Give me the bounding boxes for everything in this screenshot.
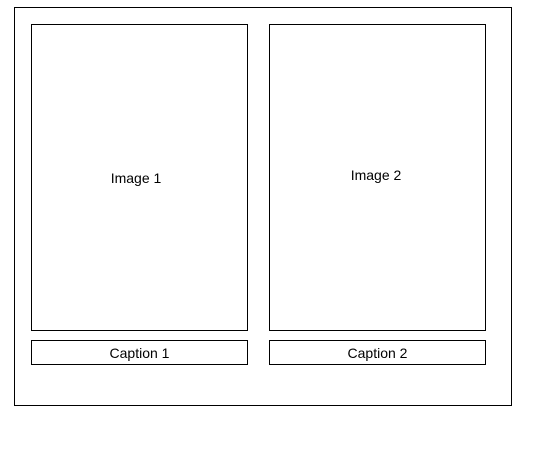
image-2-label: Image 2: [350, 167, 402, 183]
image-1-label: Image 1: [110, 170, 162, 186]
caption-2: Caption 2: [269, 340, 486, 365]
caption-1: Caption 1: [31, 340, 248, 365]
image-2-placeholder: [269, 24, 486, 331]
image-1-placeholder: [31, 24, 248, 331]
